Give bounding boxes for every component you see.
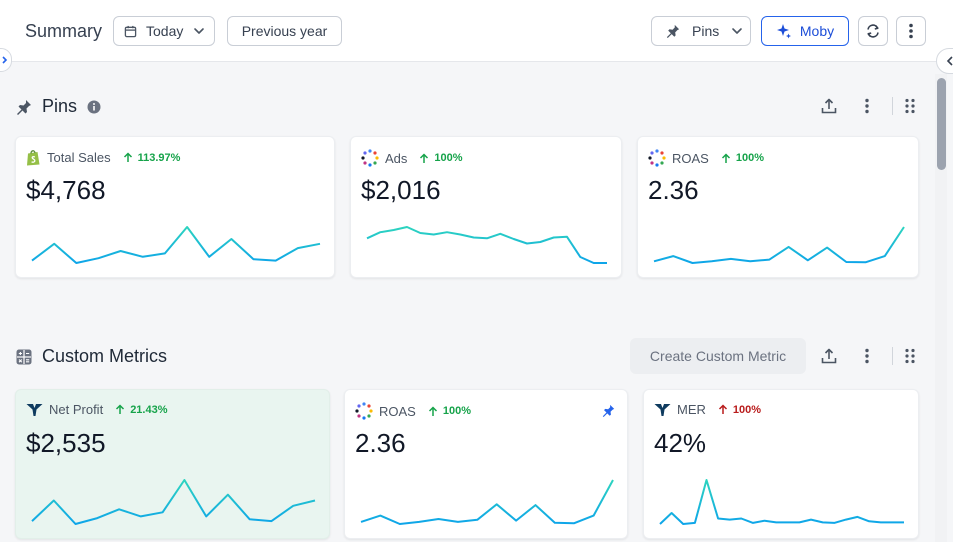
ads-icon <box>355 402 373 420</box>
scrollbar-track[interactable] <box>935 74 947 542</box>
metric-delta: 100% <box>419 152 463 164</box>
share-icon[interactable] <box>820 97 838 115</box>
kebab-menu-icon <box>909 23 913 39</box>
drag-handle-icon[interactable] <box>905 98 915 114</box>
pin-icon <box>666 24 680 38</box>
sparkline-series <box>31 226 321 264</box>
top-bar: Summary Today Previous year Pins Moby <box>0 0 953 62</box>
date-picker-button[interactable]: Today <box>113 16 215 46</box>
pins-dropdown-button[interactable]: Pins <box>651 16 751 46</box>
create-custom-metric-button[interactable]: Create Custom Metric <box>630 338 806 374</box>
sparkline-series <box>659 479 904 525</box>
sparkline-chart <box>653 226 905 264</box>
kebab-menu-icon[interactable] <box>865 98 869 114</box>
custom-metrics-section-title: Custom Metrics <box>16 346 167 367</box>
metric-name: Total Sales <box>47 150 111 165</box>
metric-delta: 100% <box>718 404 761 416</box>
pin-icon <box>17 99 31 115</box>
metric-value: $2,016 <box>361 175 441 205</box>
metric-name: Net Profit <box>49 402 104 417</box>
metric-value: $2,535 <box>26 428 106 458</box>
metric-delta: 21.43% <box>115 404 168 416</box>
pinned-icon[interactable] <box>602 404 615 417</box>
arrow-up-icon <box>721 152 730 163</box>
ads-icon <box>361 149 379 167</box>
sparkline-chart <box>659 479 904 525</box>
card-header: ROAS 100% <box>648 149 764 167</box>
kebab-menu-icon[interactable] <box>865 348 869 364</box>
arrow-up-icon <box>116 404 125 414</box>
metric-card-ads[interactable]: Ads 100% $2,016 <box>350 136 622 278</box>
metric-card-roas[interactable]: ROAS 100% 2.36 <box>344 389 628 539</box>
sparkline-series <box>653 226 905 264</box>
card-header: MER 100% <box>654 402 761 417</box>
card-header: Ads 100% <box>361 149 463 167</box>
arrow-up-icon <box>123 152 132 162</box>
metric-value: 2.36 <box>355 428 406 458</box>
date-picker-label: Today <box>146 23 184 39</box>
share-icon[interactable] <box>820 347 838 365</box>
shopify-icon <box>27 150 40 166</box>
arrow-up-icon <box>428 405 437 416</box>
metric-card-total-sales[interactable]: Total Sales 113.97% $4,768 <box>15 136 335 278</box>
sparkline-chart <box>31 226 321 264</box>
calculator-icon <box>16 349 32 364</box>
metric-name: Ads <box>385 150 408 166</box>
sparkline-chart <box>366 226 607 264</box>
metric-card-mer[interactable]: MER 100% 42% <box>643 389 919 539</box>
triple-whale-icon <box>26 403 43 416</box>
more-options-button[interactable] <box>896 16 926 46</box>
scrollbar-thumb[interactable] <box>937 78 946 170</box>
card-header: Total Sales 113.97% <box>26 149 180 166</box>
pins-section-label: Pins <box>42 96 78 116</box>
metric-name: ROAS <box>672 150 709 166</box>
sparkline-chart <box>360 479 614 525</box>
moby-button[interactable]: Moby <box>761 16 849 46</box>
sparkline-chart <box>31 479 316 525</box>
custom-metrics-label: Custom Metrics <box>42 346 168 366</box>
sparkline-series <box>360 479 614 525</box>
sparkline-series <box>31 479 316 525</box>
collapse-panel-button[interactable] <box>936 48 953 74</box>
calendar-icon <box>124 25 137 37</box>
metric-value: 2.36 <box>648 175 699 205</box>
card-header: Net Profit 21.43% <box>26 402 168 417</box>
metric-name: MER <box>677 402 706 417</box>
metric-card-net-profit[interactable]: Net Profit 21.43% $2,535 <box>15 389 330 539</box>
pins-dropdown-label: Pins <box>692 23 720 39</box>
metric-delta: 113.97% <box>123 152 180 164</box>
arrow-up-icon <box>420 152 429 163</box>
chevron-down-icon <box>194 28 205 34</box>
page-title: Summary <box>25 21 103 41</box>
metric-delta: 100% <box>428 405 471 417</box>
card-header: ROAS 100% <box>355 402 471 420</box>
chevron-right-icon <box>2 56 8 64</box>
chevron-down-icon <box>732 28 743 34</box>
pins-section-title: Pins <box>16 96 101 117</box>
triple-whale-icon <box>654 403 671 416</box>
moby-label: Moby <box>799 23 835 39</box>
divider <box>892 347 893 365</box>
metric-delta: 100% <box>721 152 764 164</box>
chevron-left-icon <box>946 56 953 66</box>
sparkline-series <box>366 226 607 264</box>
info-icon[interactable] <box>87 100 101 114</box>
ads-icon <box>648 149 666 167</box>
metric-card-roas[interactable]: ROAS 100% 2.36 <box>637 136 919 278</box>
metric-value: $4,768 <box>26 175 106 205</box>
sparkle-icon <box>776 24 791 39</box>
drag-handle-icon[interactable] <box>905 348 915 364</box>
compare-period-label: Previous year <box>241 23 328 39</box>
refresh-icon <box>867 24 879 38</box>
arrow-up-icon <box>718 404 727 414</box>
compare-period-button[interactable]: Previous year <box>227 16 342 46</box>
metric-value: 42% <box>654 428 707 458</box>
metric-name: ROAS <box>379 403 416 419</box>
refresh-button[interactable] <box>858 16 888 46</box>
divider <box>892 97 893 115</box>
